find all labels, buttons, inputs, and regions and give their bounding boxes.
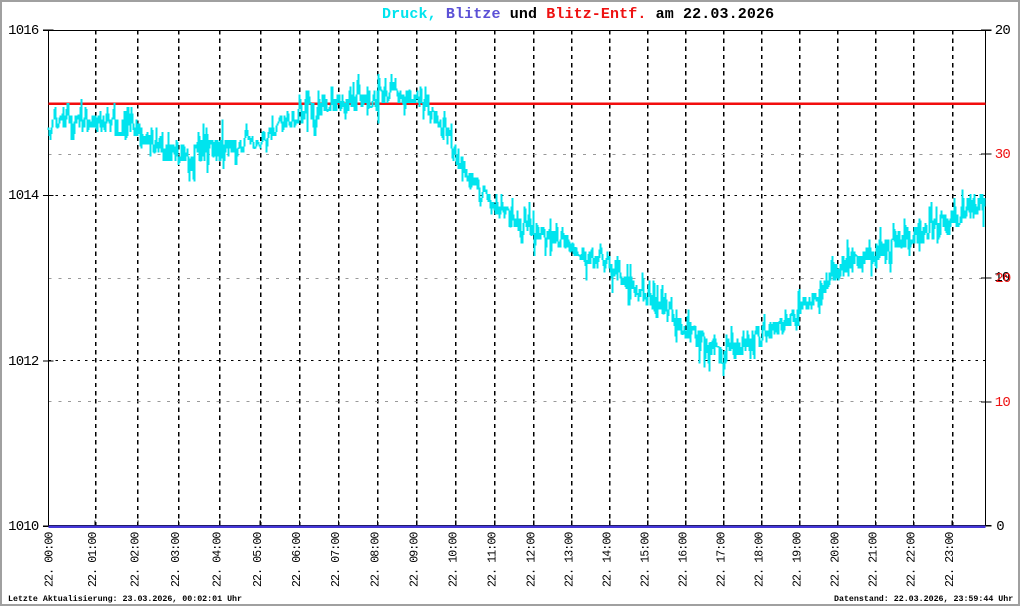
svg-text:22. 15:00: 22. 15:00 [640,532,653,587]
svg-text:22. 22:00: 22. 22:00 [905,532,918,587]
svg-text:22. 14:00: 22. 14:00 [602,532,615,587]
svg-text:22. 02:00: 22. 02:00 [130,532,143,587]
svg-text:22. 23:00: 22. 23:00 [944,532,957,587]
svg-text:22. 06:00: 22. 06:00 [291,532,304,587]
svg-text:22. 03:00: 22. 03:00 [170,532,183,587]
svg-text:22. 08:00: 22. 08:00 [369,532,382,587]
svg-text:22. 07:00: 22. 07:00 [330,532,343,587]
svg-text:22. 18:00: 22. 18:00 [754,532,767,587]
svg-text:22. 11:00: 22. 11:00 [487,532,500,587]
svg-text:22. 04:00: 22. 04:00 [211,532,224,587]
svg-text:22. 16:00: 22. 16:00 [678,532,691,587]
svg-text:22. 12:00: 22. 12:00 [526,532,539,587]
svg-text:22. 09:00: 22. 09:00 [408,532,421,587]
svg-text:22. 00:00: 22. 00:00 [43,532,56,587]
svg-text:22. 05:00: 22. 05:00 [252,532,265,587]
svg-text:22. 20:00: 22. 20:00 [829,532,842,587]
svg-text:22. 13:00: 22. 13:00 [564,532,577,587]
svg-text:22. 10:00: 22. 10:00 [448,532,461,587]
svg-text:22. 17:00: 22. 17:00 [716,532,729,587]
svg-text:22. 01:00: 22. 01:00 [87,532,100,587]
svg-text:22. 19:00: 22. 19:00 [791,532,804,587]
svg-text:22. 21:00: 22. 21:00 [867,532,880,587]
